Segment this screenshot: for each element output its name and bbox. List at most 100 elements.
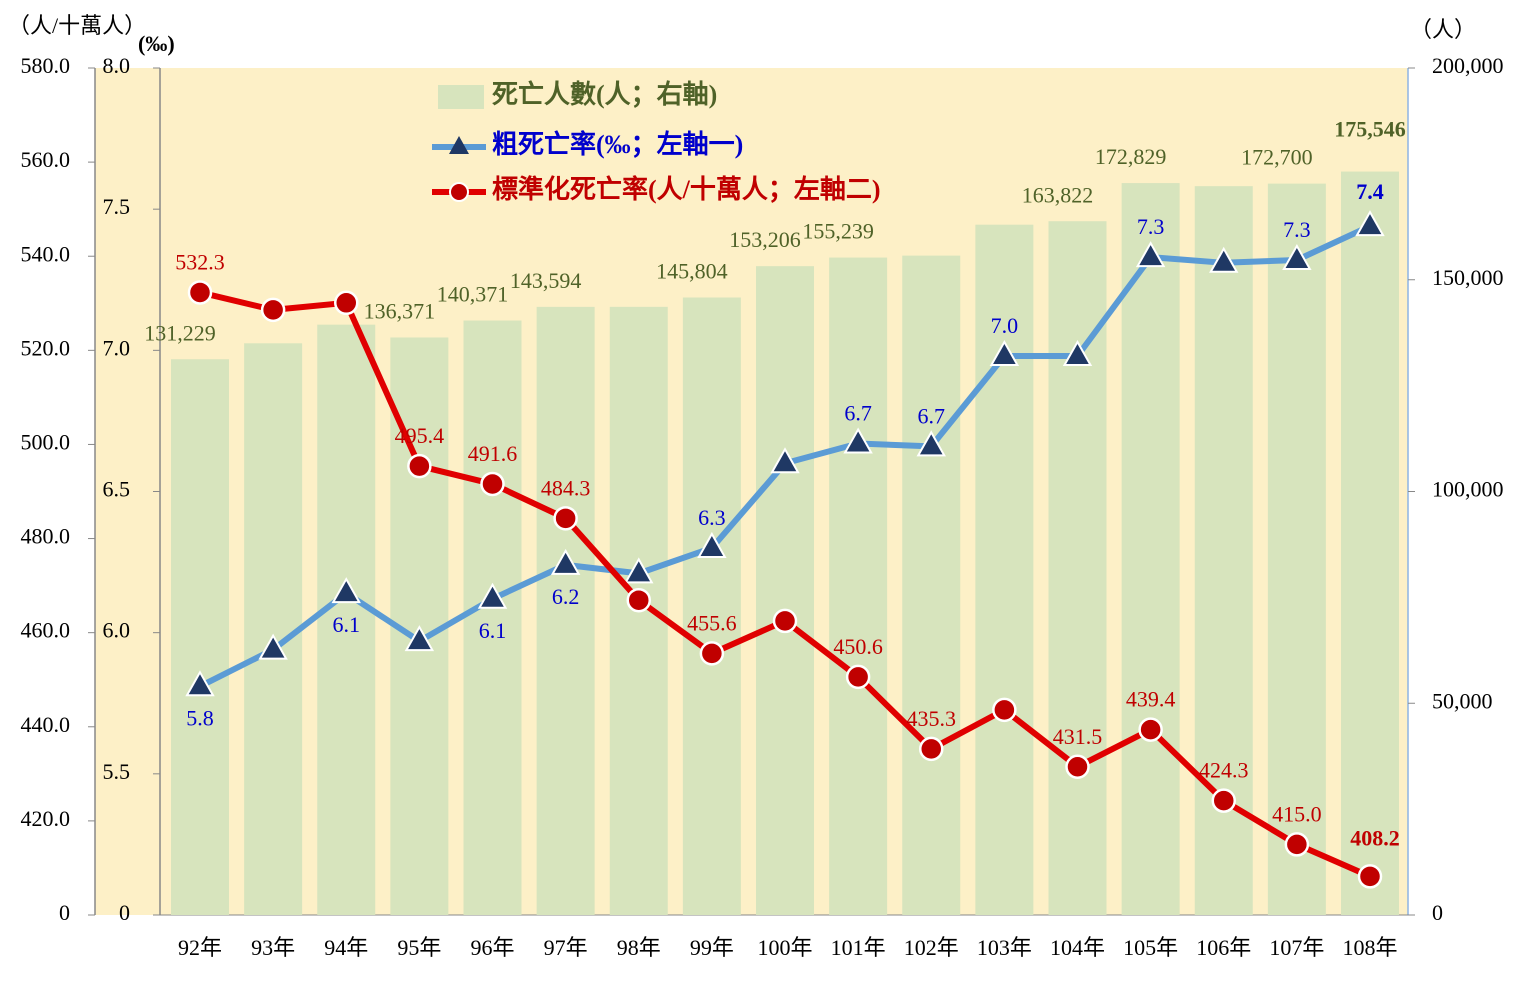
data-label: 143,594 xyxy=(510,268,582,293)
data-label: 172,700 xyxy=(1241,145,1313,170)
x-tick-label: 95年 xyxy=(397,935,441,960)
marker xyxy=(1282,243,1312,270)
tick-label: 500.0 xyxy=(21,429,71,454)
tick-label: 580.0 xyxy=(21,53,71,78)
tick-label: 6.5 xyxy=(103,477,131,502)
data-label: 532.3 xyxy=(175,250,225,275)
marker xyxy=(185,670,215,697)
x-tick-label: 96年 xyxy=(470,935,514,960)
marker xyxy=(553,506,578,531)
marker xyxy=(258,633,288,660)
y-axis-title: (‰) xyxy=(138,31,175,56)
marker xyxy=(1211,788,1236,813)
tick-label: 7.5 xyxy=(103,194,131,219)
plot-background xyxy=(95,68,1408,915)
bar xyxy=(756,266,814,915)
x-tick-label: 107年 xyxy=(1269,935,1324,960)
tick-label: 480.0 xyxy=(21,524,71,549)
bar xyxy=(1267,183,1326,916)
data-label: 424.3 xyxy=(1199,758,1249,783)
bar xyxy=(244,343,303,915)
tick-label: 0 xyxy=(59,900,70,925)
marker xyxy=(624,557,654,584)
bar xyxy=(1048,221,1107,915)
tick-label: 5.5 xyxy=(103,759,131,784)
marker xyxy=(334,290,359,316)
marker xyxy=(1135,241,1166,268)
legend-label: 粗死亡率(‰；左軸一) xyxy=(492,129,743,159)
data-label: 435.3 xyxy=(907,706,957,731)
marker xyxy=(697,531,727,558)
data-label: 153,206 xyxy=(729,227,801,252)
bar xyxy=(463,320,522,915)
marker xyxy=(1209,246,1239,273)
x-tick-label: 92年 xyxy=(178,935,222,960)
bar xyxy=(1341,171,1399,915)
marker xyxy=(331,577,361,604)
data-label: 175,546 xyxy=(1334,117,1406,142)
tick-label: 200,000 xyxy=(1432,53,1504,78)
x-tick-label: 108年 xyxy=(1342,935,1397,960)
data-label: 7.3 xyxy=(1137,214,1165,239)
marker xyxy=(404,625,435,652)
tick-label: 460.0 xyxy=(21,618,71,643)
data-label: 455.6 xyxy=(687,610,737,635)
data-label: 6.7 xyxy=(844,401,872,426)
data-label: 5.8 xyxy=(186,705,214,730)
data-label: 172,829 xyxy=(1095,144,1167,169)
marker xyxy=(1355,210,1385,237)
marker xyxy=(989,339,1020,366)
marker xyxy=(770,447,800,474)
tick-label: 6.0 xyxy=(103,618,131,643)
legend-marker xyxy=(449,182,469,202)
data-label: 163,822 xyxy=(1022,182,1094,207)
tick-label: 150,000 xyxy=(1432,265,1504,290)
marker xyxy=(477,582,508,609)
marker xyxy=(407,453,432,479)
x-tick-label: 104年 xyxy=(1050,935,1105,960)
data-label: 484.3 xyxy=(541,475,591,500)
marker xyxy=(772,608,798,634)
marker xyxy=(260,297,286,323)
data-label: 439.4 xyxy=(1126,687,1176,712)
tick-label: 0 xyxy=(119,900,130,925)
marker xyxy=(1138,717,1163,742)
data-label: 7.4 xyxy=(1356,179,1384,204)
marker xyxy=(699,641,725,666)
x-tick-label: 99年 xyxy=(690,935,734,960)
marker xyxy=(1065,754,1090,780)
legend-marker xyxy=(449,136,469,154)
legend-swatch xyxy=(438,85,484,109)
data-label: 6.1 xyxy=(479,618,507,643)
data-label: 7.0 xyxy=(991,313,1019,338)
marker xyxy=(919,736,944,762)
x-tick-label: 97年 xyxy=(544,935,588,960)
bar xyxy=(975,224,1034,915)
bar xyxy=(829,257,888,915)
x-tick-label: 94年 xyxy=(324,935,368,960)
data-label: 415.0 xyxy=(1272,801,1322,826)
bar xyxy=(902,255,961,916)
bar xyxy=(1121,183,1180,915)
tick-label: 50,000 xyxy=(1432,688,1493,713)
data-label: 145,804 xyxy=(656,259,728,284)
y3-axis-title: （人/十萬人） xyxy=(8,13,146,38)
tick-label: 0 xyxy=(1432,900,1443,925)
marker xyxy=(480,471,505,497)
tick-label: 540.0 xyxy=(21,241,71,266)
x-tick-label: 103年 xyxy=(977,935,1032,960)
data-label: 6.1 xyxy=(333,612,361,637)
data-label: 408.2 xyxy=(1350,825,1400,850)
x-tick-label: 102年 xyxy=(904,935,959,960)
data-label: 136,371 xyxy=(364,299,436,324)
x-tick-label: 98年 xyxy=(617,935,661,960)
tick-label: 560.0 xyxy=(21,147,71,172)
tick-label: 8.0 xyxy=(103,53,131,78)
x-tick-label: 105年 xyxy=(1123,935,1178,960)
marker xyxy=(550,548,581,575)
bar xyxy=(171,359,229,915)
data-label: 6.2 xyxy=(552,584,580,609)
tick-label: 420.0 xyxy=(21,806,71,831)
data-label: 491.6 xyxy=(468,441,518,466)
